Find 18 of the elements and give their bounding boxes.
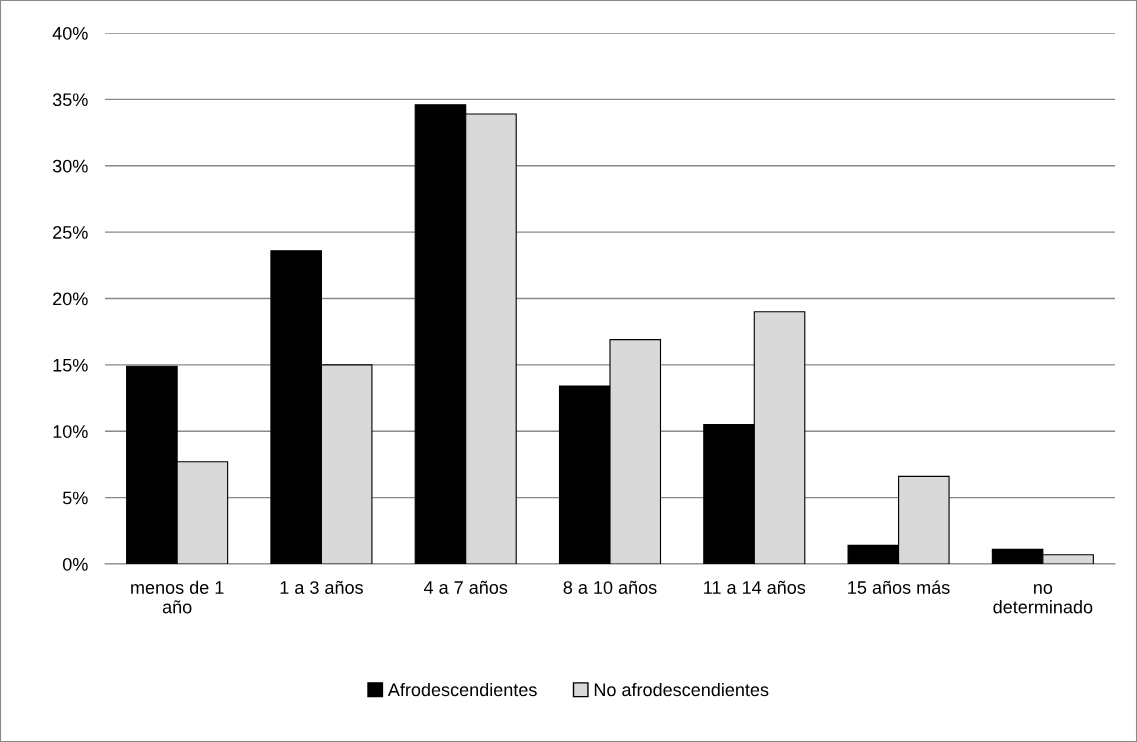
y-tick-label: 0% xyxy=(62,557,88,571)
y-tick-label: 10% xyxy=(53,425,88,438)
y-tick-label: 5% xyxy=(62,491,88,505)
y-tick-label: 40% xyxy=(52,26,88,40)
x-tick-label: 1 a 3 años xyxy=(280,580,363,594)
x-tick-label: 8 a 10 años xyxy=(563,580,657,594)
x-tick-label: 4 a 7 años xyxy=(423,580,508,594)
x-tick-label: menos de 1 año xyxy=(131,580,224,614)
legend-label: No afrodescendientes xyxy=(594,682,769,697)
y-tick-label: 35% xyxy=(52,93,88,107)
x-tick-label: no determinado xyxy=(993,584,1093,614)
y-tick-label: 20% xyxy=(53,292,88,306)
x-tick-label: 15 años más xyxy=(848,580,950,594)
y-tick-label: 30% xyxy=(52,159,88,173)
y-tick-label: 15% xyxy=(53,358,88,372)
x-tick-label: 11 a 14 años xyxy=(704,580,806,594)
legend-label: Afrodescendientes xyxy=(387,682,537,697)
y-tick-label: 25% xyxy=(53,226,88,239)
